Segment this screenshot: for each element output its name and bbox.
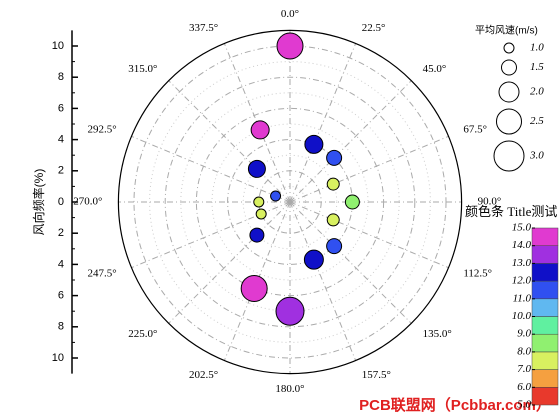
colorbar-band (531, 280, 559, 300)
size-legend-marker (501, 59, 517, 76)
bubble (326, 149, 343, 166)
colorbar-title: 颜色条 Title测试 (465, 204, 557, 219)
colorbar-band (531, 369, 559, 388)
grid-spoke (289, 201, 357, 361)
colorbar-tick-label: 10.0 (512, 310, 532, 322)
theta-tick-label: 90.0° (478, 196, 502, 208)
colorbar-tick-label: 8.0 (517, 345, 531, 357)
size-legend-marker (493, 140, 525, 172)
size-legend-marker (496, 108, 522, 135)
bubble (326, 177, 340, 191)
grid-spoke (289, 43, 357, 203)
r-axis-label: 风向频率(%) (31, 169, 46, 236)
bubble (250, 120, 270, 140)
colorbar-tick-label: 14.0 (512, 239, 532, 251)
theta-tick-label: 270.0° (73, 196, 102, 208)
bubble (253, 196, 265, 208)
r-tick-label: 10 (52, 352, 64, 364)
r-tick-label: 8 (58, 321, 64, 333)
r-tick-label: 6 (58, 102, 64, 114)
grid-spoke (131, 135, 291, 203)
grid-spoke (289, 201, 412, 324)
size-legend-title: 平均风速(m/s) (475, 25, 538, 37)
r-tick-label: 10 (52, 40, 64, 52)
grid-spoke (168, 201, 291, 324)
grid-spoke (289, 135, 449, 203)
size-legend-label: 2.5 (530, 115, 544, 127)
r-tick-label: 4 (58, 258, 64, 270)
colorbar-tick-label: 5.0 (517, 399, 531, 411)
outer-circle (117, 29, 463, 375)
theta-tick-label: 112.5° (463, 267, 492, 279)
grid-circle-minor (149, 61, 431, 343)
grid-spoke (223, 201, 291, 361)
r-tick-label: 6 (58, 290, 64, 302)
theta-tick-label: 292.5° (88, 124, 117, 136)
r-tick-label: 0 (58, 196, 64, 208)
r-tick-label: 4 (58, 134, 64, 146)
size-legend-marker (503, 42, 515, 54)
theta-tick-label: 22.5° (362, 22, 386, 34)
theta-tick-label: 67.5° (463, 124, 487, 136)
bubble (326, 213, 340, 227)
colorbar-tick-label: 13.0 (512, 257, 532, 269)
size-legend-label: 1.5 (530, 61, 544, 73)
r-tick-label: 2 (58, 227, 64, 239)
bubble (304, 134, 324, 154)
theta-tick-label: 202.5° (189, 369, 218, 381)
theta-tick-label: 45.0° (423, 63, 447, 75)
bubble (303, 249, 324, 270)
theta-tick-label: 225.0° (128, 328, 157, 340)
grid-spoke (289, 201, 449, 269)
colorbar-band (531, 263, 559, 282)
bubble (275, 296, 305, 326)
colorbar-tick-label: 6.0 (517, 381, 531, 393)
colorbar-tick-label: 7.0 (517, 363, 531, 375)
theta-tick-label: 337.5° (189, 22, 218, 34)
colorbar-band (531, 227, 559, 246)
colorbar-tick-label: 15.0 (512, 222, 532, 234)
colorbar-band (531, 298, 559, 317)
colorbar-band (531, 316, 559, 335)
colorbar-band (531, 351, 559, 370)
colorbar-tick-label: 12.0 (512, 275, 532, 287)
bubble (247, 159, 266, 178)
colorbar-band (531, 245, 559, 264)
size-legend-label: 1.0 (530, 42, 544, 54)
size-legend-marker (498, 81, 520, 103)
theta-tick-label: 157.5° (362, 369, 391, 381)
grid-circle (164, 76, 416, 328)
theta-tick-label: 247.5° (88, 267, 117, 279)
grid-spoke (168, 80, 291, 203)
colorbar-tick-label: 11.0 (513, 292, 532, 304)
theta-tick-label: 180.0° (275, 383, 304, 395)
watermark: PCB联盟网（Pcbbar.com） (359, 396, 551, 414)
theta-tick-label: 0.0° (281, 8, 299, 20)
bubble (240, 274, 268, 302)
bubble (344, 194, 360, 210)
r-tick-label: 2 (58, 165, 64, 177)
bubble (276, 32, 304, 60)
colorbar-band (531, 387, 559, 406)
theta-tick-label: 135.0° (423, 328, 452, 340)
grid-spoke (223, 43, 291, 203)
r-tick-label: 8 (58, 71, 64, 83)
bubble (326, 238, 343, 255)
bubble (249, 227, 265, 243)
grid-spoke (289, 80, 412, 203)
bubble (270, 190, 282, 202)
colorbar-tick-label: 9.0 (517, 328, 531, 340)
size-legend-label: 3.0 (529, 150, 544, 162)
grid-circle-minor (242, 154, 338, 250)
size-legend-label: 2.0 (530, 86, 544, 98)
theta-tick-label: 315.0° (128, 63, 157, 75)
colorbar-band (531, 333, 559, 353)
bubble (255, 208, 267, 220)
